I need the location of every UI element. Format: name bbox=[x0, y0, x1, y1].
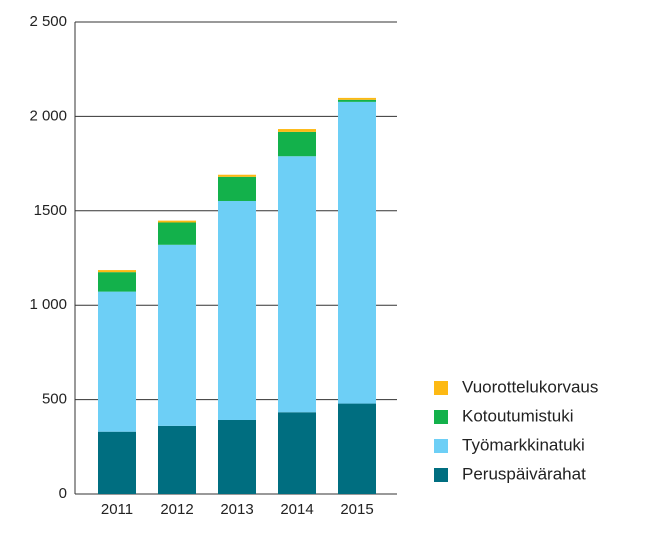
y-tick-label: 2 500 bbox=[29, 13, 67, 30]
bar-segment bbox=[158, 425, 196, 494]
legend-label: Peruspäivärahat bbox=[462, 464, 586, 483]
y-tick-label: 0 bbox=[59, 485, 67, 502]
x-tick-label: 2011 bbox=[101, 501, 133, 518]
bar-segment bbox=[158, 220, 196, 223]
legend-swatch bbox=[434, 381, 448, 395]
bar-segment bbox=[98, 291, 136, 432]
legend-label: Kotoutumistuki bbox=[462, 406, 574, 425]
bar-segment bbox=[218, 200, 256, 420]
legend-swatch bbox=[434, 410, 448, 424]
bar-segment bbox=[218, 176, 256, 201]
bar-segment bbox=[158, 222, 196, 245]
bar-segment bbox=[218, 419, 256, 494]
bar-segment bbox=[98, 270, 136, 273]
x-tick-label: 2012 bbox=[160, 501, 193, 518]
x-tick-label: 2013 bbox=[220, 501, 253, 518]
y-tick-label: 1 000 bbox=[29, 296, 67, 313]
legend-label: Vuorottelukorvaus bbox=[462, 377, 598, 396]
y-tick-label: 2 000 bbox=[29, 107, 67, 124]
bar-segment bbox=[278, 131, 316, 157]
y-tick-label: 1500 bbox=[34, 202, 67, 219]
bar-segment bbox=[98, 272, 136, 292]
bar-segment bbox=[278, 129, 316, 132]
bar-segment bbox=[158, 244, 196, 426]
x-tick-label: 2015 bbox=[340, 501, 373, 518]
bar-segment bbox=[278, 412, 316, 494]
legend-swatch bbox=[434, 439, 448, 453]
bar-segment bbox=[338, 97, 376, 100]
bar-segment bbox=[338, 403, 376, 494]
bar-segment bbox=[338, 101, 376, 404]
y-tick-label: 500 bbox=[42, 391, 67, 408]
x-tick-label: 2014 bbox=[280, 501, 313, 518]
legend-swatch bbox=[434, 468, 448, 482]
bar-segment bbox=[98, 431, 136, 494]
bar-segment bbox=[278, 156, 316, 413]
bar-segment bbox=[218, 174, 256, 177]
legend-label: Työmarkkinatuki bbox=[462, 435, 585, 454]
bar-segment bbox=[338, 99, 376, 102]
